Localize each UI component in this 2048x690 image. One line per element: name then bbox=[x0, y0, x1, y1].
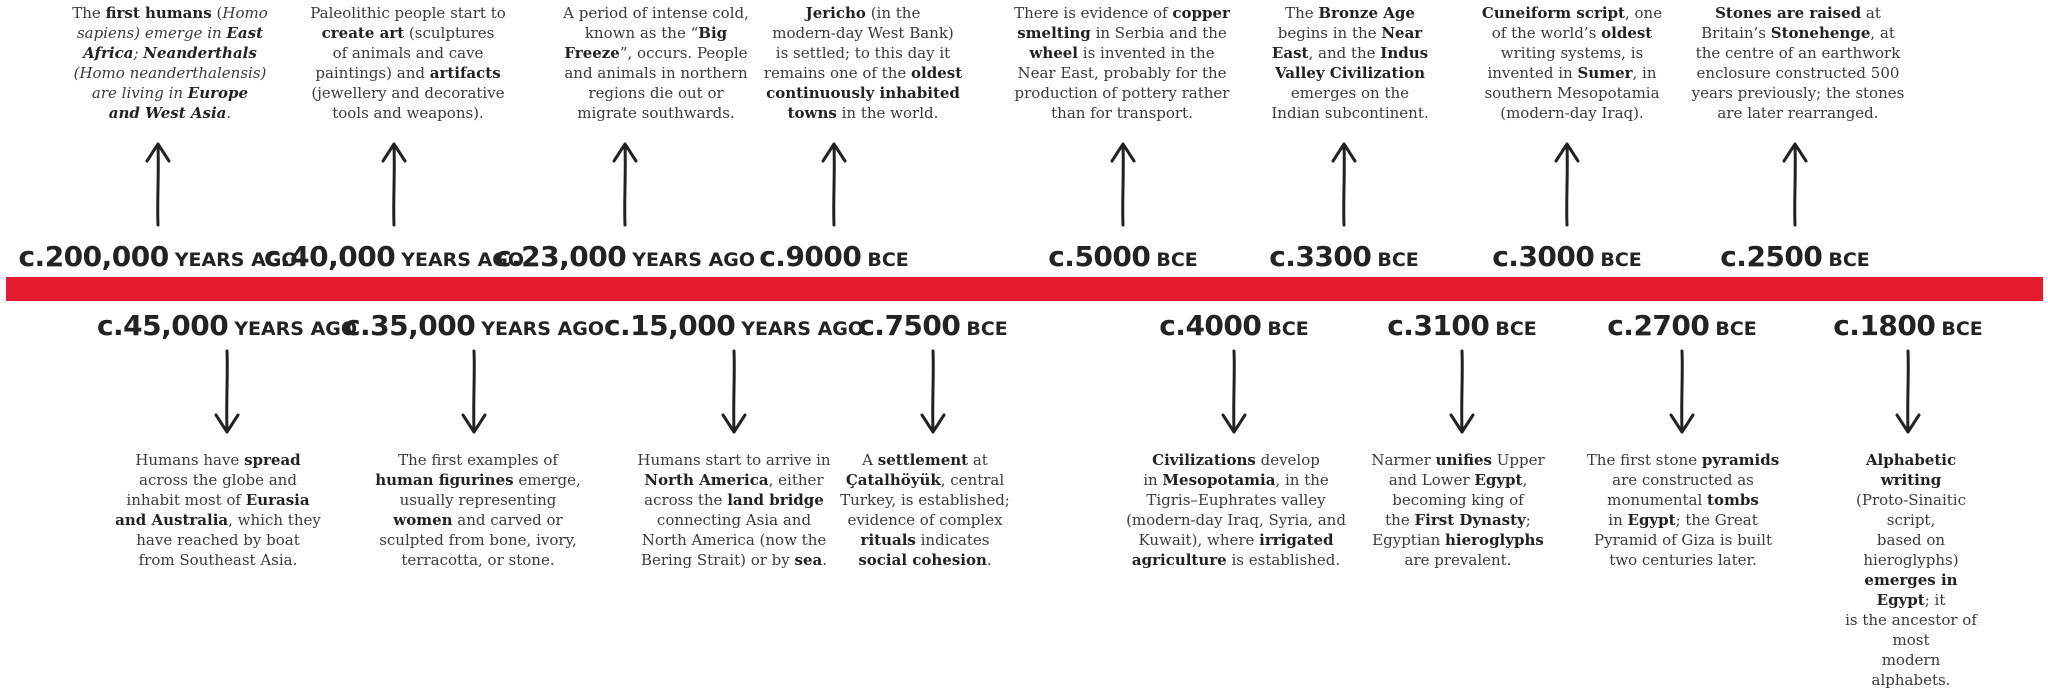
date-value: c.5000 bbox=[1048, 240, 1151, 273]
arrow-up-icon bbox=[1110, 141, 1136, 231]
arrow-down-icon bbox=[1895, 349, 1921, 439]
date-unit: YEARS AGO bbox=[632, 249, 756, 271]
arrow-down-icon bbox=[1449, 349, 1475, 439]
event-description: There is evidence of copper smelting in S… bbox=[1014, 4, 1230, 122]
arrow-up-icon bbox=[1554, 141, 1580, 231]
date-value: c.1800 bbox=[1833, 309, 1936, 342]
date-value: c.200,000 bbox=[18, 240, 169, 273]
date-unit: BCE bbox=[966, 318, 1008, 340]
date-value: c.3000 bbox=[1492, 240, 1595, 273]
date-unit: YEARS AGO bbox=[481, 318, 605, 340]
event-date: c.40,000 YEARS AGO bbox=[264, 243, 524, 271]
date-value: c.23,000 bbox=[494, 240, 627, 273]
event-description: Cuneiform script, one of the world’s olde… bbox=[1481, 4, 1663, 122]
event-date: c.23,000 YEARS AGO bbox=[495, 243, 755, 271]
date-value: c.7500 bbox=[858, 309, 961, 342]
event-description: The first humans (Homo sapiens) emerge in… bbox=[72, 4, 268, 122]
event-date: c.35,000 YEARS AGO bbox=[344, 312, 604, 340]
event-description: Paleolithic people start to create art (s… bbox=[310, 4, 506, 122]
date-value: c.15,000 bbox=[603, 309, 736, 342]
event-description: A period of intense cold, known as the “B… bbox=[563, 4, 749, 122]
date-value: c.40,000 bbox=[263, 240, 396, 273]
date-unit: YEARS AGO bbox=[174, 249, 298, 271]
event-date: c.7500 BCE bbox=[858, 312, 1008, 340]
event-date: c.45,000 YEARS AGO bbox=[97, 312, 357, 340]
arrow-down-icon bbox=[1669, 349, 1695, 439]
event-date: c.3100 BCE bbox=[1387, 312, 1537, 340]
event-date: c.200,000 YEARS AGO bbox=[18, 243, 297, 271]
date-value: c.3300 bbox=[1269, 240, 1372, 273]
arrow-up-icon bbox=[821, 141, 847, 231]
event-description: A settlement at Çatalhöyük, central Turkey… bbox=[840, 451, 1010, 569]
event-description: Alphabetic writing (Proto-Sinaitic script… bbox=[1845, 451, 1977, 689]
event-description: Civilizations develop in Mesopotamia, in … bbox=[1126, 451, 1346, 569]
arrow-up-icon bbox=[1782, 141, 1808, 231]
event-date: c.3300 BCE bbox=[1269, 243, 1419, 271]
arrow-up-icon bbox=[612, 141, 638, 231]
date-unit: BCE bbox=[1495, 318, 1537, 340]
date-unit: BCE bbox=[867, 249, 909, 271]
event-date: c.2700 BCE bbox=[1607, 312, 1757, 340]
event-date: c.15,000 YEARS AGO bbox=[604, 312, 864, 340]
event-description: The Bronze Age begins in the Near East, an… bbox=[1271, 4, 1429, 122]
date-value: c.45,000 bbox=[96, 309, 229, 342]
arrow-up-icon bbox=[1331, 141, 1357, 231]
date-value: c.9000 bbox=[759, 240, 862, 273]
event-date: c.1800 BCE bbox=[1833, 312, 1983, 340]
date-unit: YEARS AGO bbox=[234, 318, 358, 340]
event-date: c.3000 BCE bbox=[1492, 243, 1642, 271]
event-date: c.9000 BCE bbox=[759, 243, 909, 271]
arrow-down-icon bbox=[461, 349, 487, 439]
date-value: c.3100 bbox=[1387, 309, 1490, 342]
date-unit: YEARS AGO bbox=[741, 318, 865, 340]
date-value: c.4000 bbox=[1159, 309, 1262, 342]
arrow-down-icon bbox=[920, 349, 946, 439]
event-description: The first examples of human figurines eme… bbox=[375, 451, 581, 569]
date-unit: BCE bbox=[1377, 249, 1419, 271]
event-description: The first stone pyramids are constructed … bbox=[1586, 451, 1780, 569]
timeline-bar bbox=[6, 277, 2043, 301]
arrow-down-icon bbox=[1221, 349, 1247, 439]
date-unit: BCE bbox=[1828, 249, 1870, 271]
date-value: c.2700 bbox=[1607, 309, 1710, 342]
arrow-down-icon bbox=[214, 349, 240, 439]
arrow-up-icon bbox=[381, 141, 407, 231]
event-description: Stones are raised at Britain’s Stonehenge… bbox=[1691, 4, 1905, 122]
arrow-down-icon bbox=[721, 349, 747, 439]
date-unit: BCE bbox=[1941, 318, 1983, 340]
arrow-up-icon bbox=[145, 141, 171, 231]
date-value: c.2500 bbox=[1720, 240, 1823, 273]
event-description: Narmer unifies Upper and Lower Egypt, beco… bbox=[1371, 451, 1545, 569]
event-description: Humans have spread across the globe and in… bbox=[115, 451, 321, 569]
event-date: c.4000 BCE bbox=[1159, 312, 1309, 340]
date-unit: BCE bbox=[1715, 318, 1757, 340]
event-date: c.2500 BCE bbox=[1720, 243, 1870, 271]
event-description: Humans start to arrive in North America, … bbox=[637, 451, 831, 569]
event-description: Jericho (in the modern-day West Bank) is s… bbox=[763, 4, 963, 122]
date-value: c.35,000 bbox=[343, 309, 476, 342]
date-unit: BCE bbox=[1156, 249, 1198, 271]
event-date: c.5000 BCE bbox=[1048, 243, 1198, 271]
date-unit: BCE bbox=[1267, 318, 1309, 340]
date-unit: YEARS AGO bbox=[401, 249, 525, 271]
date-unit: BCE bbox=[1600, 249, 1642, 271]
